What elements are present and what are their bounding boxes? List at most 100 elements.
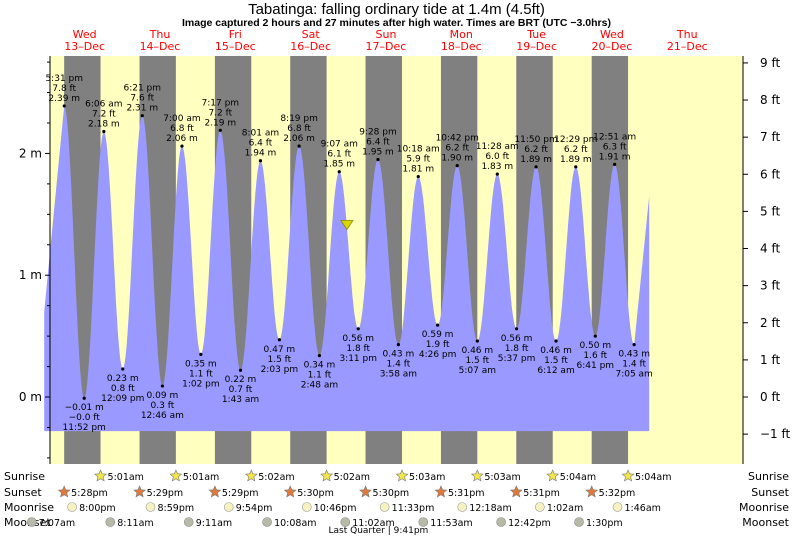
tide-meter-label: 1.89 m — [520, 155, 552, 165]
tide-meter-label: 2.39 m — [48, 94, 80, 104]
tide-feet-label: −0.0 ft — [69, 413, 101, 423]
tide-point — [416, 174, 420, 179]
current-tide-marker — [340, 220, 354, 231]
tide-point — [593, 334, 597, 338]
tide-feet-label: 1.1 ft — [308, 371, 332, 381]
tide-time-label: 10:42 pm — [436, 134, 479, 144]
tide-time-label: 7:05 am — [615, 370, 652, 380]
left-tick-label: 0 m — [19, 390, 42, 404]
sunrise-icon — [320, 469, 334, 482]
moonrise-icon — [223, 502, 234, 512]
tide-meter-label: 2.18 m — [88, 120, 120, 130]
moonset-icon — [418, 517, 429, 527]
sunrise-icon — [244, 469, 258, 482]
tide-time-label: 12:29 pm — [554, 135, 597, 145]
tide-feet-label: 6.2 ft — [445, 144, 469, 154]
tide-meter-label: 0.56 m — [501, 334, 533, 344]
tide-time-label: 6:12 am — [537, 366, 574, 376]
tide-feet-label: 1.6 ft — [583, 351, 607, 361]
sunset-time: 5:31pm — [523, 488, 560, 499]
date-label: 14–Dec — [140, 40, 181, 53]
tide-point — [632, 343, 636, 347]
moonrise-time: 12:18am — [469, 503, 511, 514]
sunrise-icon — [169, 469, 183, 482]
tide-point — [376, 157, 380, 162]
moonset-icon — [340, 517, 351, 527]
tide-area — [44, 105, 650, 432]
tide-point — [495, 172, 499, 176]
tide-feet-label: 1.4 ft — [622, 360, 646, 370]
tide-point — [102, 129, 106, 134]
tide-point — [160, 384, 164, 388]
moonrise-icon — [379, 502, 390, 512]
sunrise-time: 5:01am — [183, 472, 219, 483]
tide-point — [554, 339, 558, 343]
moonset-time: 10:08am — [274, 518, 316, 529]
date-label: 21–Dec — [667, 40, 708, 53]
sunset-time: 5:31pm — [448, 488, 485, 499]
sunset-time: 5:32pm — [599, 488, 636, 499]
date-day-label: Thu — [676, 28, 698, 41]
tide-meter-label: 0.56 m — [342, 334, 374, 344]
moonrise-time: 1:46am — [625, 503, 661, 514]
right-tick-label: 1 ft — [760, 353, 780, 367]
tide-time-label: 8:19 pm — [280, 114, 318, 124]
tide-meter-label: 1.90 m — [441, 154, 473, 164]
sunrise-icon — [470, 469, 484, 482]
tide-point — [258, 159, 263, 163]
tide-time-label: 9:07 am — [321, 140, 358, 150]
sunrise-time: 5:04am — [635, 472, 671, 483]
moonrise-time: 1:02am — [547, 503, 583, 514]
moonset-icon — [26, 517, 37, 527]
tide-point — [297, 144, 301, 148]
sunset-icon — [283, 485, 297, 498]
tide-meter-label: 1.89 m — [560, 155, 592, 165]
date-day-label: Thu — [149, 28, 171, 41]
date-day-label: Sat — [302, 28, 321, 41]
sunset-time: 5:30pm — [373, 488, 410, 499]
tide-feet-label: 1.1 ft — [189, 369, 213, 379]
tide-time-label: 8:01 am — [242, 129, 279, 139]
tide-point — [574, 165, 578, 169]
right-tick-label: 7 ft — [760, 130, 780, 144]
row-label-right: Sunset — [751, 486, 789, 499]
tide-time-label: 11:52 pm — [63, 423, 106, 433]
tide-meter-label: 1.83 m — [481, 162, 513, 172]
tide-meter-label: 1.81 m — [402, 165, 434, 175]
tide-feet-label: 7.6 ft — [130, 94, 154, 104]
tide-time-label: 11:28 am — [476, 142, 519, 152]
sunrise-time: 5:03am — [409, 472, 445, 483]
tide-point — [317, 354, 322, 358]
tide-feet-label: 1.9 ft — [426, 340, 450, 350]
date-label: 16–Dec — [290, 40, 331, 53]
sunrise-icon — [546, 469, 560, 482]
chart-title: Tabatinga: falling ordinary tide at 1.4m… — [248, 1, 545, 18]
tide-time-label: 2:03 pm — [261, 365, 299, 375]
tide-meter-label: 1.91 m — [599, 152, 631, 162]
sunrise-time: 5:04am — [560, 472, 596, 483]
tide-point — [356, 327, 360, 331]
tide-feet-label: 1.5 ft — [544, 356, 568, 366]
tide-point — [455, 164, 459, 168]
tide-feet-label: 0.8 ft — [111, 384, 135, 394]
tide-meter-label: 0.43 m — [383, 350, 415, 360]
right-tick-label: 0 ft — [760, 390, 780, 404]
moonrise-time: 11:33pm — [392, 503, 435, 514]
tide-point — [180, 144, 184, 148]
right-tick-label: −1 ft — [760, 427, 791, 441]
left-tick-label: 2 m — [19, 146, 42, 160]
sunset-icon — [585, 485, 599, 498]
moonrise-icon — [612, 502, 623, 512]
row-label-left: Sunset — [4, 486, 42, 499]
tide-point — [277, 338, 281, 342]
moonset-icon — [496, 517, 506, 527]
sunset-icon — [434, 485, 448, 498]
tide-feet-label: 6.4 ft — [249, 139, 273, 149]
right-tick-label: 3 ft — [760, 279, 780, 293]
moonrise-time: 8:59pm — [157, 503, 194, 514]
left-tick-label: 1 m — [19, 268, 42, 282]
moonrise-icon — [67, 502, 77, 512]
tide-time-label: 6:21 pm — [123, 84, 161, 94]
